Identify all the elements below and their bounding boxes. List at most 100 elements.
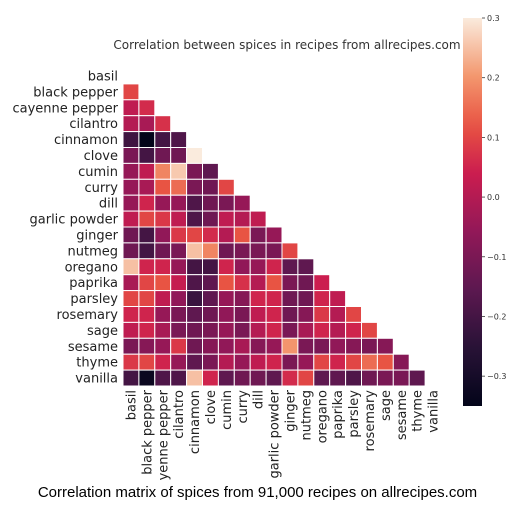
heatmap-cell [297, 321, 315, 339]
heatmap-cell [345, 369, 363, 387]
heatmap-cell [138, 353, 156, 371]
heatmap-cell [217, 210, 235, 228]
heatmap-cell [313, 353, 331, 371]
heatmap-cell [170, 131, 188, 149]
colorbar-gradient [463, 18, 482, 406]
column-label: sesame [395, 390, 410, 440]
heatmap-cell [122, 306, 140, 323]
heatmap-cell [265, 258, 283, 276]
heatmap-cell [297, 306, 315, 323]
heatmap-cell [233, 258, 251, 276]
heatmap-cell [265, 290, 283, 308]
heatmap-cell [376, 369, 394, 387]
heatmap-cell [376, 337, 394, 355]
column-label: cumin [220, 390, 235, 430]
heatmap-cell [249, 353, 267, 371]
column-label: curry [236, 390, 251, 424]
heatmap-cell [217, 178, 235, 196]
chart-title: Correlation between spices in recipes fr… [113, 38, 460, 52]
column-label: cayenne pepper [156, 389, 171, 480]
heatmap-cell [345, 337, 363, 355]
row-label: curry [84, 181, 118, 196]
heatmap-cell [186, 194, 204, 212]
heatmap-cells [122, 83, 426, 387]
heatmap-cell [170, 226, 188, 244]
heatmap-cell [313, 306, 331, 323]
heatmap-cell [202, 162, 219, 180]
column-labels: basil black pepper cayenne pepper cilantro c… [124, 389, 441, 480]
heatmap-cell [233, 321, 251, 339]
row-label: nutmeg [68, 244, 119, 259]
heatmap-cell [281, 369, 299, 387]
heatmap-cell [265, 274, 283, 292]
heatmap-cell [392, 353, 410, 371]
heatmap-cell [265, 337, 283, 355]
heatmap-cell [202, 242, 219, 260]
heatmap-cell [186, 274, 204, 292]
heatmap-cell [233, 306, 251, 323]
heatmap-cell [138, 99, 156, 117]
heatmap-cell [154, 178, 172, 196]
heatmap-cell [154, 274, 172, 292]
heatmap-cell [122, 258, 140, 276]
row-label: cumin [78, 165, 118, 180]
heatmap-cell [202, 337, 219, 355]
heatmap-cell [345, 306, 363, 323]
heatmap-cell [170, 274, 188, 292]
row-label: vanilla [75, 372, 118, 387]
heatmap-cell [138, 321, 156, 339]
row-label: dill [99, 197, 118, 212]
heatmap-cell [122, 147, 140, 164]
colorbar-tick-label: 0.2 [487, 74, 500, 83]
heatmap-cell [154, 369, 172, 387]
column-label: cilantro [172, 390, 187, 439]
heatmap-cell [186, 337, 204, 355]
heatmap-cell [265, 321, 283, 339]
heatmap-cell [217, 369, 235, 387]
heatmap-cell [186, 290, 204, 308]
heatmap-cell [170, 147, 188, 164]
heatmap-cell [329, 290, 347, 308]
heatmap-cell [170, 242, 188, 260]
heatmap-cell [408, 369, 426, 387]
row-label: rosemary [57, 308, 119, 323]
heatmap-cell [186, 147, 204, 164]
heatmap-cell [186, 210, 204, 228]
heatmap-cell [313, 337, 331, 355]
heatmap-cell [186, 369, 204, 387]
heatmap-cell [170, 290, 188, 308]
row-label: garlic powder [30, 213, 119, 228]
row-label: oregano [65, 260, 118, 275]
column-label: rosemary [363, 390, 378, 452]
heatmap-cell [154, 258, 172, 276]
heatmap-cell [281, 337, 299, 355]
heatmap-cell [202, 306, 219, 323]
heatmap-cell [297, 369, 315, 387]
heatmap-cell [122, 178, 140, 196]
heatmap-cell [170, 337, 188, 355]
heatmap-cell [392, 369, 410, 387]
heatmap-cell [265, 242, 283, 260]
heatmap-cell [122, 99, 140, 117]
heatmap-cell [138, 194, 156, 212]
heatmap-cell [170, 306, 188, 323]
column-label: ginger [283, 389, 298, 431]
heatmap-cell [170, 258, 188, 276]
heatmap-cell [138, 131, 156, 149]
heatmap-cell [329, 321, 347, 339]
heatmap-cell [297, 337, 315, 355]
heatmap-cell [265, 306, 283, 323]
colorbar-tick-label: −0.2 [487, 312, 506, 321]
column-label: clove [204, 390, 219, 424]
heatmap-cell [122, 290, 140, 308]
column-label: basil [124, 390, 139, 420]
heatmap-cell [249, 210, 267, 228]
heatmap-cell [233, 274, 251, 292]
column-label: vanilla [427, 390, 442, 433]
heatmap-cell [138, 178, 156, 196]
heatmap-cell [281, 353, 299, 371]
heatmap-cell [138, 337, 156, 355]
heatmap-cell [249, 337, 267, 355]
heatmap-cell [170, 321, 188, 339]
heatmap-cell [202, 194, 219, 212]
